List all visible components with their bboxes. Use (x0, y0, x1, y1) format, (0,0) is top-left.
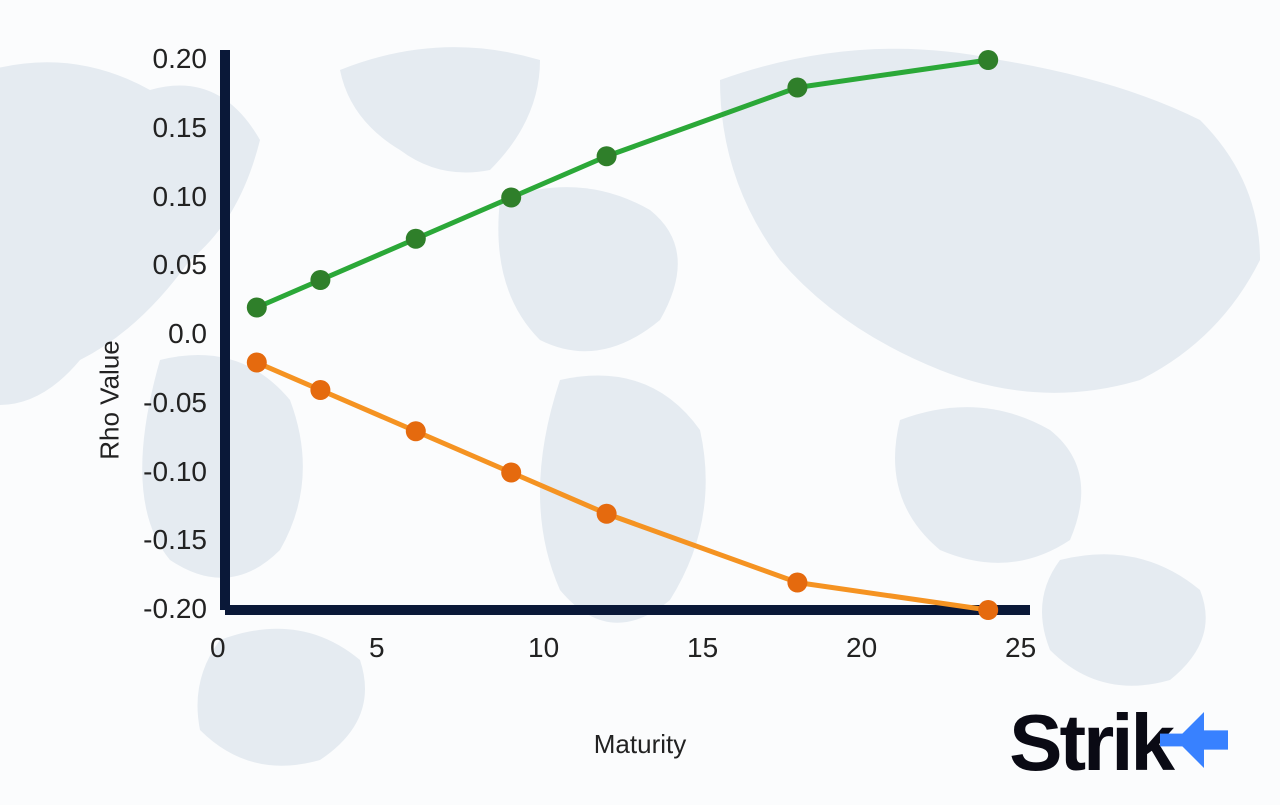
x-tick-label: 20 (846, 632, 877, 664)
series-marker-positive_rho (247, 298, 267, 318)
series-marker-negative_rho (247, 353, 267, 373)
series-marker-positive_rho (978, 50, 998, 70)
series-marker-negative_rho (406, 421, 426, 441)
y-tick-label: -0.20 (143, 593, 207, 625)
x-tick-label: 5 (369, 632, 385, 664)
y-tick-label: 0.0 (168, 318, 207, 350)
y-tick-label: 0.15 (153, 112, 208, 144)
y-tick-label: 0.20 (153, 43, 208, 75)
strike-logo: Strik (1009, 700, 1240, 785)
series-marker-negative_rho (597, 504, 617, 524)
y-tick-label: -0.15 (143, 524, 207, 556)
series-marker-positive_rho (501, 188, 521, 208)
x-tick-label: 25 (1005, 632, 1036, 664)
y-tick-label: 0.10 (153, 181, 208, 213)
series-marker-negative_rho (310, 380, 330, 400)
x-tick-label: 15 (687, 632, 718, 664)
series-line-positive_rho (257, 60, 988, 308)
series-marker-positive_rho (597, 146, 617, 166)
x-tick-label: 0 (210, 632, 226, 664)
x-tick-label: 10 (528, 632, 559, 664)
series-marker-positive_rho (406, 229, 426, 249)
logo-arrow-icon (1160, 700, 1240, 785)
series-marker-negative_rho (978, 600, 998, 620)
series-marker-positive_rho (787, 78, 807, 98)
y-tick-label: -0.05 (143, 387, 207, 419)
rho-chart: -0.20 -0.15 -0.10 -0.05 0.0 0.05 0.10 0.15 0.20 0… (0, 0, 1280, 800)
series-marker-positive_rho (310, 270, 330, 290)
logo-text: Strik (1009, 703, 1172, 783)
series-marker-negative_rho (787, 573, 807, 593)
x-axis-label: Maturity (594, 729, 686, 760)
y-axis-label: Rho Value (95, 340, 126, 460)
series-marker-negative_rho (501, 463, 521, 483)
series-line-negative_rho (257, 363, 988, 611)
y-tick-label: 0.05 (153, 249, 208, 281)
y-tick-label: -0.10 (143, 456, 207, 488)
